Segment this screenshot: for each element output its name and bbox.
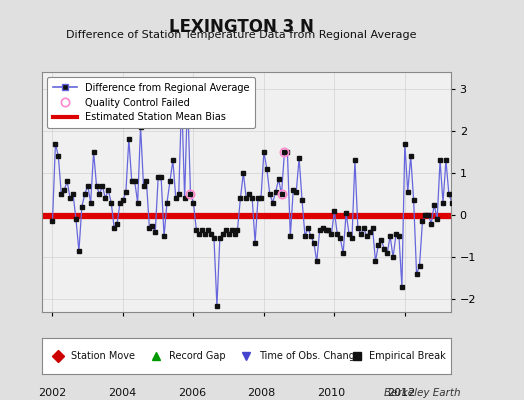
Text: LEXINGTON 3 N: LEXINGTON 3 N [169,18,313,36]
Text: Station Move: Station Move [71,351,135,361]
Text: Record Gap: Record Gap [169,351,225,361]
Text: 2004: 2004 [108,388,136,398]
Text: 2002: 2002 [38,388,67,398]
Text: 2008: 2008 [247,388,276,398]
Text: Difference of Station Temperature Data from Regional Average: Difference of Station Temperature Data f… [66,30,416,40]
Text: Berkeley Earth: Berkeley Earth [385,388,461,398]
Text: 2010: 2010 [317,388,345,398]
Text: Time of Obs. Change: Time of Obs. Change [258,351,361,361]
Text: 2012: 2012 [387,388,415,398]
Legend: Difference from Regional Average, Quality Control Failed, Estimated Station Mean: Difference from Regional Average, Qualit… [47,77,255,128]
Text: Empirical Break: Empirical Break [369,351,445,361]
Text: 2006: 2006 [178,388,206,398]
